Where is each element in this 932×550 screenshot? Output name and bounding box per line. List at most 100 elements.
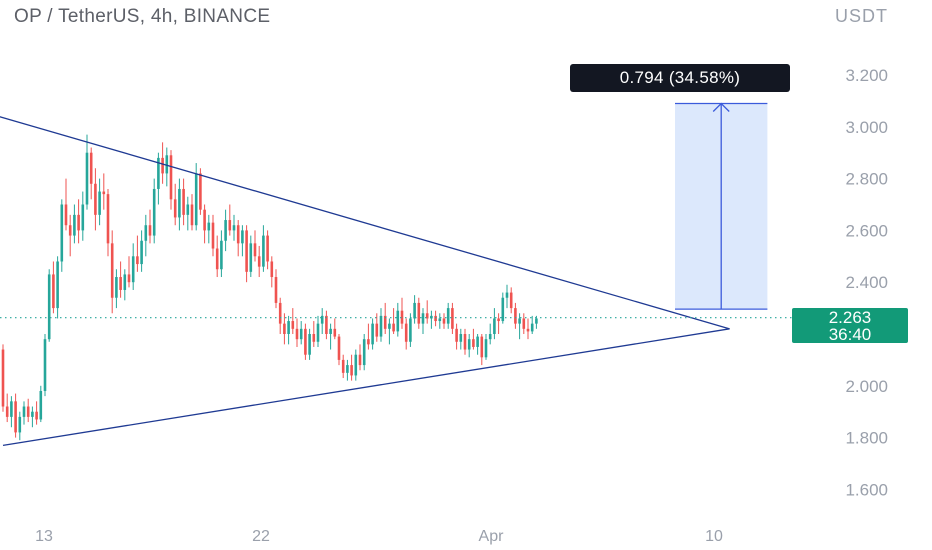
candle-body (119, 277, 122, 290)
x-tick-label: 10 (705, 528, 723, 545)
candle-body (467, 339, 471, 350)
candle-body (320, 315, 324, 324)
candle-body (505, 292, 509, 298)
candle-body (224, 220, 227, 241)
candle-body (518, 318, 521, 324)
candle-body (379, 315, 383, 337)
measure-layer (675, 102, 768, 310)
y-tick-label: 2.600 (845, 221, 888, 240)
candle-body (5, 406, 9, 417)
candle-body (232, 225, 236, 231)
candle-body (81, 204, 85, 231)
candle-body (526, 328, 530, 332)
candle-body (182, 188, 185, 215)
candle-body (488, 334, 492, 340)
candle-body (186, 204, 190, 215)
candle-body (501, 297, 505, 322)
candle-body (392, 323, 395, 332)
candle-body (522, 318, 526, 329)
measure-arrow-head (712, 102, 730, 112)
x-tick-label: Apr (479, 528, 505, 545)
candle-body (249, 243, 253, 272)
candle-body (203, 209, 206, 231)
candle-body (396, 310, 400, 332)
y-tick-label: 3.000 (845, 118, 888, 137)
chart-title: OP / TetherUS, 4h, BINANCE (14, 6, 271, 27)
candle-body (262, 235, 265, 267)
candle-body (10, 401, 13, 417)
candle-body (98, 191, 101, 215)
candles-layer (1, 134, 538, 441)
candle-body (102, 191, 106, 195)
x-tick-label: 22 (252, 528, 270, 545)
x-tick-label: 13 (35, 528, 53, 545)
candle-body (455, 328, 458, 342)
candle-body (404, 323, 408, 342)
candle-body (350, 365, 353, 376)
candle-body (77, 214, 80, 231)
candle-body (304, 328, 307, 355)
candle-body (472, 339, 475, 347)
candle-body (152, 188, 156, 236)
candle-body (388, 323, 391, 329)
candle-body (316, 323, 320, 342)
candle-body (64, 204, 68, 226)
candle-body (446, 308, 450, 324)
candle-body (442, 318, 446, 324)
y-tick-label: 1.800 (845, 429, 888, 448)
candle-body (278, 302, 282, 324)
candle-body (354, 354, 358, 376)
candle-body (253, 243, 257, 257)
candle-body (60, 204, 64, 262)
candle-body (157, 157, 160, 189)
axis-layer: 3.200 3.000 2.800 2.600 2.400 2.000 1.800 1.600… (0, 66, 888, 545)
candle-body (413, 302, 416, 319)
candle-body (417, 302, 421, 324)
candle-body (400, 310, 404, 324)
candle-body (148, 225, 152, 236)
candle-body (14, 401, 17, 433)
candle-body (325, 315, 328, 334)
candle-body (434, 315, 437, 322)
candle-body (165, 155, 169, 174)
y-tick-label: 1.600 (845, 480, 888, 499)
candle-body (463, 334, 467, 350)
candle-countdown: 36:40 (828, 325, 872, 344)
candle-body (484, 339, 488, 358)
candle-body (136, 256, 139, 265)
candle-body (31, 411, 34, 417)
candle-body (228, 220, 232, 231)
candle-body (144, 225, 148, 241)
candle-body (371, 323, 374, 345)
candle-body (127, 274, 131, 283)
candle-body (89, 152, 93, 184)
candle-body (85, 152, 89, 205)
y-tick-label: 2.000 (845, 377, 888, 396)
candle-body (169, 155, 173, 200)
candle-body (131, 256, 135, 283)
candle-body (367, 339, 370, 345)
candle-body (211, 222, 215, 249)
candle-body (161, 157, 164, 174)
candle-body (308, 334, 311, 355)
candle-body (375, 323, 379, 337)
candle-body (274, 277, 278, 303)
current-price-badge: 2.263 36:40 (792, 308, 908, 343)
candle-body (94, 183, 97, 215)
candle-body (270, 261, 274, 278)
candle-body (236, 225, 240, 244)
candle-body (299, 328, 303, 340)
candle-body (287, 321, 290, 334)
y-tick-label: 2.400 (845, 273, 888, 292)
candle-body (52, 274, 55, 309)
candle-body (451, 308, 454, 329)
candle-body (409, 318, 412, 342)
candle-body (346, 365, 349, 373)
candle-body (207, 222, 211, 231)
candle-body (18, 416, 22, 433)
candle-body (383, 315, 387, 329)
y-tick-label: 3.200 (845, 66, 888, 85)
candle-body (73, 214, 76, 236)
measure-label: 0.794 (34.58%) (570, 64, 790, 92)
